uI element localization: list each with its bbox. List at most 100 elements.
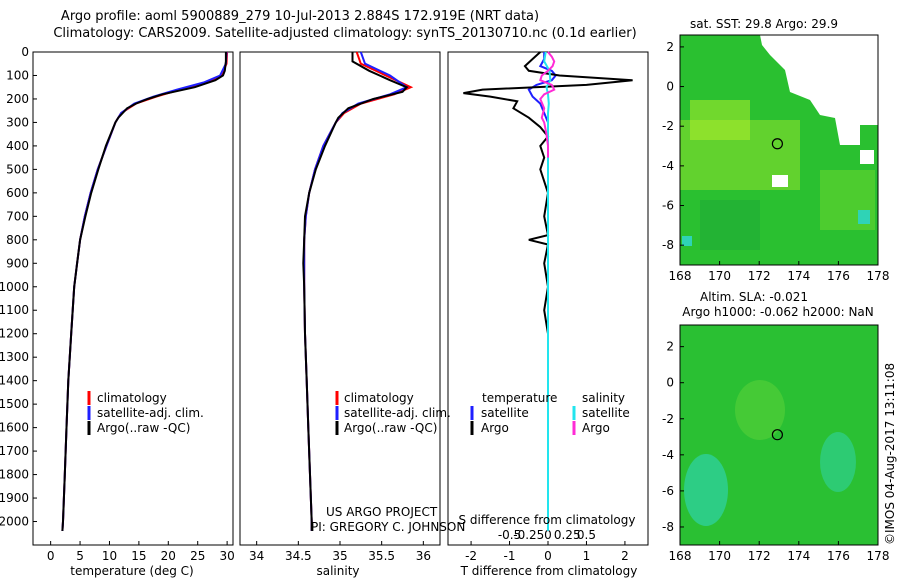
depth-tick-label: 1100 [0, 303, 29, 317]
depth-tick-label: 400 [6, 139, 29, 153]
lat-tick-label: -6 [662, 199, 674, 213]
depth-tick-label: 700 [6, 209, 29, 223]
sla-map-frame [679, 324, 879, 546]
s-tick-label: -0.25 [513, 528, 544, 542]
depth-tick-label: 600 [6, 186, 29, 200]
temperature-panel: 0100200300400500600700800900100011001200… [0, 45, 235, 578]
lon-tick-label: 178 [867, 269, 890, 283]
x-tick-label: -1 [504, 549, 516, 563]
salinity-satellite-line [543, 51, 552, 531]
lon-tick-label: 168 [669, 549, 692, 563]
legend-label-temp-argo: Argo [481, 421, 509, 435]
sst-map-panel: sat. SST: 29.8 Argo: 29.9 168 170 172 174 17… [662, 17, 889, 283]
sst-field [680, 35, 878, 265]
s-difference-tick-labels: -0.5-0.25 0 0.250.5 [498, 528, 596, 542]
lat-tick-label: -4 [662, 448, 674, 462]
lon-tick-label: 170 [708, 269, 731, 283]
satellite-line [303, 51, 409, 531]
salinity-tick-labels: 34 34.5 35 35.5 36 [249, 541, 431, 563]
sst-cool-patch [700, 200, 760, 250]
lat-tick-label: 2 [666, 40, 674, 54]
depth-tick-label: 1300 [0, 350, 29, 364]
x-tick-label: 35.5 [368, 549, 395, 563]
x-tick-label: 36 [416, 549, 431, 563]
s-difference-axis-label: S difference from climatology [459, 513, 636, 527]
x-tick-label: 35 [332, 549, 347, 563]
salinity-xlabel: salinity [316, 564, 359, 578]
imos-watermark: ©IMOS 04-Aug-2017 13:11:08 [883, 363, 897, 545]
temperature-lines [61, 51, 229, 531]
pi-annotation: PI: GREGORY C. JOHNSON [311, 520, 465, 534]
lat-tick-label: -8 [662, 520, 674, 534]
x-tick-label: 25 [190, 549, 205, 563]
legend-label-argo: Argo(..raw -QC) [97, 421, 190, 435]
depth-tick-label: 1700 [0, 444, 29, 458]
depth-tick-label: 500 [6, 162, 29, 176]
depth-tick-label: 0 [21, 45, 29, 59]
salinity-panel: 34 34.5 35 35.5 36 salinity climatology sate… [239, 51, 465, 578]
argo-line [302, 52, 409, 531]
salinity-legend: climatology satellite-adj. clim. Argo(..… [335, 391, 451, 435]
depth-tick-labels: 0 100 200 300 400 500 600 700 800 900 1000 1100 1200… [0, 45, 37, 529]
x-tick-label: -2 [465, 549, 477, 563]
lat-tick-label: -8 [662, 238, 674, 252]
difference-lines [463, 51, 633, 531]
depth-tick-label: 300 [6, 115, 29, 129]
climatology-line [61, 51, 229, 531]
salinity-argo-line [539, 51, 556, 158]
difference-panel: -2 -1 0 1 2 -0.5-0.25 0 0.250.5 S difference f… [447, 51, 649, 578]
depth-tick-label: 900 [6, 256, 29, 270]
x-tick-label: 2 [621, 549, 629, 563]
temperature-satellite-line [527, 52, 557, 531]
lat-tick-label: -2 [662, 412, 674, 426]
sla-map-subtitle: Argo h1000: -0.062 h2000: NaN [682, 305, 874, 319]
salinity-axes-frame [239, 51, 441, 546]
argo-float-marker [771, 429, 783, 441]
sst-cool-cell [682, 236, 692, 246]
temperature-xlabel: temperature (deg C) [70, 564, 193, 578]
x-tick-label: 34.5 [285, 549, 312, 563]
depth-tick-label: 100 [6, 68, 29, 82]
lon-tick-label: 170 [708, 549, 731, 563]
t-difference-tick-labels: -2 -1 0 1 2 [465, 541, 629, 563]
temperature-axes-frame [32, 51, 234, 546]
legend-title-temperature: temperature [482, 391, 557, 405]
lon-tick-label: 172 [748, 269, 771, 283]
lat-tick-label: 0 [666, 80, 674, 94]
lon-tick-label: 174 [787, 549, 810, 563]
legend-title-salinity: salinity [582, 391, 625, 405]
x-tick-label: 30 [219, 549, 234, 563]
legend-label-climatology: climatology [97, 391, 167, 405]
figure-title-line1: Argo profile: aoml 5900889_279 10-Jul-20… [61, 9, 539, 24]
legend-label-satellite: satellite-adj. clim. [97, 406, 204, 420]
lon-tick-label: 174 [787, 269, 810, 283]
depth-tick-label: 1200 [0, 327, 29, 341]
lon-tick-label: 172 [748, 549, 771, 563]
sla-field [680, 325, 878, 545]
lat-tick-label: -4 [662, 159, 674, 173]
x-tick-label: 5 [76, 549, 84, 563]
sst-map-title: sat. SST: 29.8 Argo: 29.9 [690, 17, 838, 31]
x-tick-label: 34 [249, 549, 264, 563]
legend-label-sal-satellite: satellite [582, 406, 630, 420]
depth-tick-label: 800 [6, 233, 29, 247]
temperature-legend: climatology satellite-adj. clim. Argo(..… [87, 391, 204, 435]
temperature-tick-labels: 0 5 10 15 20 25 30 [47, 541, 235, 563]
t-difference-xlabel: T difference from climatology [460, 564, 638, 578]
depth-tick-label: 1400 [0, 374, 29, 388]
sst-cool-cell [858, 210, 870, 224]
sla-map-title: Altim. SLA: -0.021 [700, 290, 808, 304]
legend-label-temp-satellite: satellite [481, 406, 529, 420]
argo-line [61, 52, 227, 531]
legend-label-sal-argo: Argo [582, 421, 610, 435]
satellite-line [61, 51, 228, 531]
figure-title-line2: Climatology: CARS2009. Satellite-adjuste… [53, 26, 636, 41]
climatology-line [303, 51, 414, 531]
sla-tick-labels: 168 170 172 174 176 178 2 0 -2 -4 -6 -8 [662, 340, 889, 563]
sst-missing-data [860, 150, 874, 164]
sla-low-patch [684, 454, 728, 526]
x-tick-label: 10 [102, 549, 117, 563]
s-tick-label: 0 [544, 528, 552, 542]
depth-tick-label: 200 [6, 92, 29, 106]
